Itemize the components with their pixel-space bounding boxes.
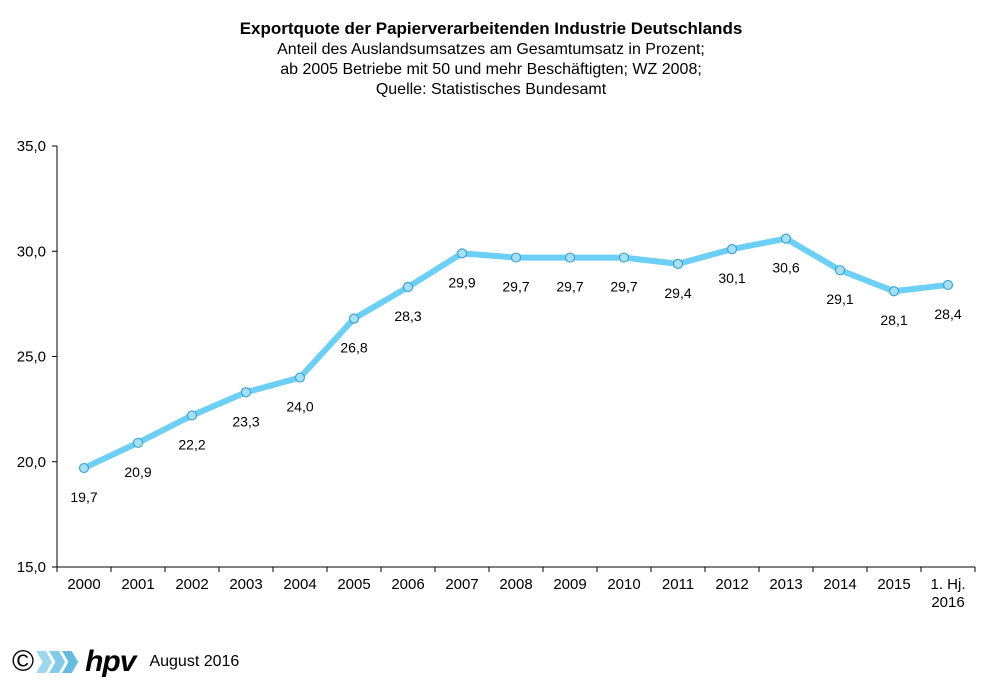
series-line	[81, 235, 951, 472]
data-point	[672, 258, 684, 269]
data-point	[834, 265, 846, 276]
x-tick-label: 2002	[175, 576, 208, 593]
data-point	[942, 279, 954, 291]
data-label: 23,3	[232, 413, 259, 429]
data-point	[888, 286, 900, 297]
x-tick-label: 1. Hj. 2016	[930, 576, 965, 611]
data-label: 24,0	[286, 399, 313, 415]
data-label: 20,9	[124, 464, 151, 480]
x-tick-label: 2010	[607, 576, 640, 593]
x-tick-label: 2004	[283, 576, 316, 593]
chart-subtitle-line-2: ab 2005 Betriebe mit 50 und mehr Beschäf…	[280, 61, 702, 78]
data-point	[618, 252, 630, 263]
x-tick-label: 2003	[229, 576, 262, 593]
x-tick-label: 2013	[769, 576, 802, 593]
x-tick-label: 2009	[553, 576, 586, 593]
data-point	[294, 372, 306, 383]
chart-subtitle-line-1: Anteil des Auslandsumsatzes am Gesamtums…	[277, 41, 705, 58]
chart-titles: Exportquote der Papierverarbeitenden Ind…	[0, 18, 982, 100]
data-point	[564, 252, 576, 263]
data-label: 30,6	[772, 260, 799, 276]
chart-subtitle-line-3: Quelle: Statistisches Bundesamt	[375, 81, 607, 98]
data-label: 28,1	[880, 312, 907, 328]
data-point	[780, 233, 792, 244]
y-tick-label: 25,0	[17, 349, 46, 366]
data-label: 28,4	[934, 306, 961, 322]
data-label: 30,1	[718, 270, 745, 286]
hpv-chevron-icon	[36, 651, 79, 673]
chart-title: Exportquote der Papierverarbeitenden Ind…	[239, 19, 743, 38]
footer: © hpv August 2016	[12, 645, 239, 679]
data-point	[456, 248, 468, 259]
data-point	[186, 410, 198, 421]
data-point	[726, 244, 738, 255]
data-label: 22,2	[178, 436, 205, 452]
x-tick-label: 2007	[445, 576, 478, 593]
x-tick-label: 2011	[662, 576, 694, 593]
x-tick-label: 2014	[823, 576, 856, 593]
x-tick-label: 2015	[877, 576, 910, 593]
y-tick-label: 30,0	[17, 243, 46, 260]
x-tick-label: 2006	[391, 576, 424, 593]
y-tick-label: 20,0	[17, 454, 46, 471]
x-tick-label: 2005	[337, 576, 370, 593]
data-label: 26,8	[340, 340, 367, 356]
data-point	[78, 462, 90, 474]
x-tick-label: 2000	[67, 576, 100, 593]
footer-date: August 2016	[149, 653, 240, 670]
data-label: 29,1	[826, 291, 853, 307]
copyright-symbol: ©	[12, 645, 35, 678]
y-tick-label: 15,0	[17, 559, 46, 576]
data-label: 28,3	[394, 308, 421, 324]
data-label: 29,9	[448, 274, 475, 290]
data-point	[348, 313, 360, 324]
data-label: 29,7	[610, 279, 637, 295]
data-label: 19,7	[70, 489, 97, 505]
hpv-logo: hpv	[85, 645, 136, 678]
data-label: 29,4	[664, 285, 691, 301]
data-point	[240, 387, 252, 398]
data-point	[132, 437, 144, 448]
data-point	[510, 252, 522, 263]
line-chart: 15,0 20,0 25,0 30,0 35,0 2000 2001 2002 2003 2004…	[17, 138, 976, 611]
data-point	[402, 281, 414, 293]
x-tick-label: 2012	[715, 576, 748, 593]
y-tick-label: 35,0	[17, 138, 46, 155]
x-tick-label: 2001	[121, 576, 154, 593]
data-label: 29,7	[556, 279, 583, 295]
x-tick-label: 2008	[499, 576, 532, 593]
data-label: 29,7	[502, 279, 529, 295]
